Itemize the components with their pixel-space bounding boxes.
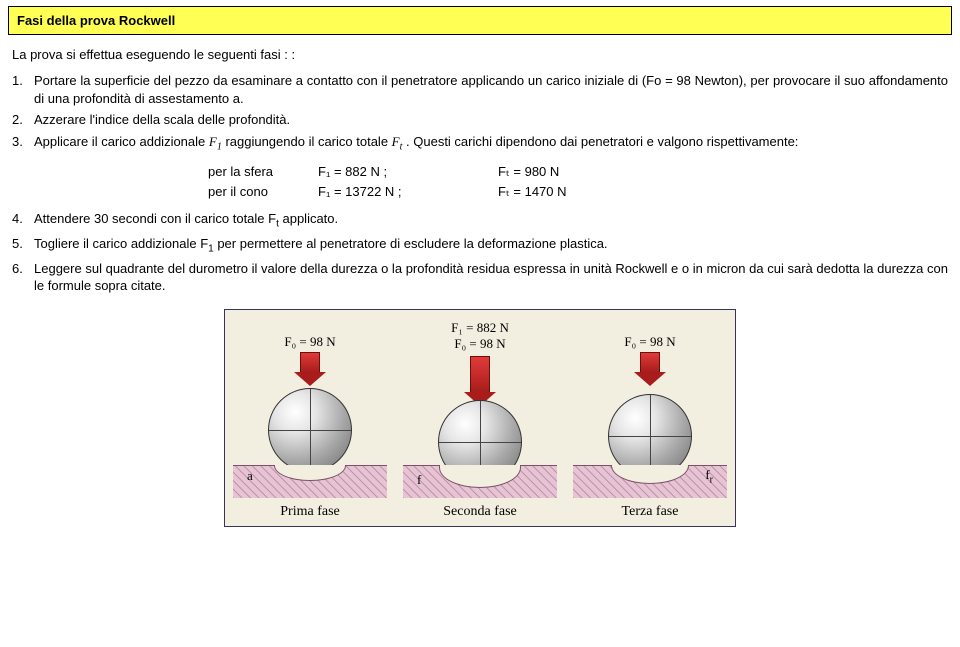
list-text: Portare la superficie del pezzo da esami… bbox=[34, 72, 948, 107]
panel-2: F₁ = 882 N F₀ = 98 N f bbox=[395, 320, 565, 498]
panel-1: F₀ = 98 N a bbox=[225, 320, 395, 498]
cell-label: per la sfera bbox=[208, 164, 318, 180]
depth-label-f: f bbox=[417, 472, 421, 488]
list-item-4: 4. Attendere 30 secondi con il carico to… bbox=[12, 210, 948, 231]
force-label: F₁ = 882 N F₀ = 98 N bbox=[395, 320, 565, 353]
list-number: 2. bbox=[12, 111, 34, 129]
force-label: F₀ = 98 N bbox=[225, 334, 395, 350]
text-part: . Questi carichi dipendono dai penetrato… bbox=[402, 134, 798, 149]
depth-label-a: a bbox=[247, 468, 253, 484]
list-number: 4. bbox=[12, 210, 34, 231]
rockwell-figure: F₀ = 98 N a F₁ = 882 N F₀ = 98 N bbox=[224, 309, 736, 527]
specimen-plate bbox=[403, 465, 557, 498]
text-part: applicato. bbox=[279, 211, 338, 226]
page: Fasi della prova Rockwell La prova si ef… bbox=[0, 0, 960, 647]
cell-ft: Fₜ = 980 N bbox=[498, 164, 618, 180]
cell-f1: F₁ = 13722 N ; bbox=[318, 184, 498, 200]
list-item-1: 1. Portare la superficie del pezzo da es… bbox=[12, 72, 948, 107]
force-arrow-icon bbox=[464, 356, 496, 406]
var-F1: F1 bbox=[209, 134, 222, 149]
cell-ft: Fₜ = 1470 N bbox=[498, 184, 618, 200]
list-item-2: 2. Azzerare l'indice della scala delle p… bbox=[12, 111, 948, 129]
table-row: per la sfera F₁ = 882 N ; Fₜ = 980 N bbox=[208, 164, 952, 180]
phase-caption-1: Prima fase bbox=[225, 504, 395, 520]
ordered-list: 1. Portare la superficie del pezzo da es… bbox=[12, 72, 948, 154]
title-bar: Fasi della prova Rockwell bbox=[8, 6, 952, 35]
ordered-list-cont: 4. Attendere 30 secondi con il carico to… bbox=[12, 210, 948, 295]
intro-text: La prova si effettua eseguendo le seguen… bbox=[12, 47, 948, 62]
specimen-plate bbox=[573, 465, 727, 498]
var-Ft: Ft bbox=[392, 134, 403, 149]
values-table: per la sfera F₁ = 882 N ; Fₜ = 980 N per… bbox=[208, 164, 952, 200]
specimen-plate bbox=[233, 465, 387, 498]
force-arrow-icon bbox=[294, 352, 326, 386]
text-part: per permettere al penetratore di esclude… bbox=[214, 236, 608, 251]
text-part: Togliere il carico addizionale F bbox=[34, 236, 208, 251]
list-text: Azzerare l'indice della scala delle prof… bbox=[34, 111, 948, 129]
list-number: 1. bbox=[12, 72, 34, 107]
list-item-6: 6. Leggere sul quadrante del durometro i… bbox=[12, 260, 948, 295]
phase-caption-2: Seconda fase bbox=[395, 504, 565, 520]
text-part: Attendere 30 secondi con il carico total… bbox=[34, 211, 276, 226]
depth-label-fr: fr bbox=[705, 467, 713, 486]
phase-caption-3: Terza fase bbox=[565, 504, 735, 520]
list-text: Applicare il carico addizionale F1 raggi… bbox=[34, 133, 948, 154]
list-number: 5. bbox=[12, 235, 34, 256]
text-part: raggiungendo il carico totale bbox=[222, 134, 392, 149]
list-text: Attendere 30 secondi con il carico total… bbox=[34, 210, 948, 231]
list-number: 3. bbox=[12, 133, 34, 154]
list-item-3: 3. Applicare il carico addizionale F1 ra… bbox=[12, 133, 948, 154]
list-number: 6. bbox=[12, 260, 34, 295]
force-arrow-icon bbox=[634, 352, 666, 386]
figure-container: F₀ = 98 N a F₁ = 882 N F₀ = 98 N bbox=[8, 309, 952, 527]
list-text: Togliere il carico addizionale F1 per pe… bbox=[34, 235, 948, 256]
force-label: F₀ = 98 N bbox=[565, 334, 735, 350]
list-text: Leggere sul quadrante del durometro il v… bbox=[34, 260, 948, 295]
table-row: per il cono F₁ = 13722 N ; Fₜ = 1470 N bbox=[208, 184, 952, 200]
cell-f1: F₁ = 882 N ; bbox=[318, 164, 498, 180]
text-part: Applicare il carico addizionale bbox=[34, 134, 209, 149]
list-item-5: 5. Togliere il carico addizionale F1 per… bbox=[12, 235, 948, 256]
cell-label: per il cono bbox=[208, 184, 318, 200]
penetrator-sphere bbox=[268, 388, 352, 472]
panel-3: F₀ = 98 N fr bbox=[565, 320, 735, 498]
